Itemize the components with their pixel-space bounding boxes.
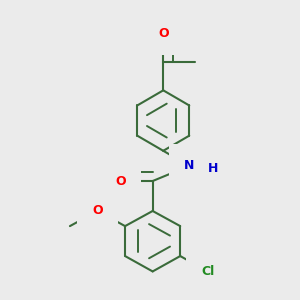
- Text: O: O: [92, 205, 103, 218]
- Text: Cl: Cl: [201, 265, 214, 278]
- Text: O: O: [116, 175, 126, 188]
- Text: O: O: [158, 27, 169, 40]
- Text: N: N: [184, 159, 194, 172]
- Text: H: H: [208, 162, 218, 175]
